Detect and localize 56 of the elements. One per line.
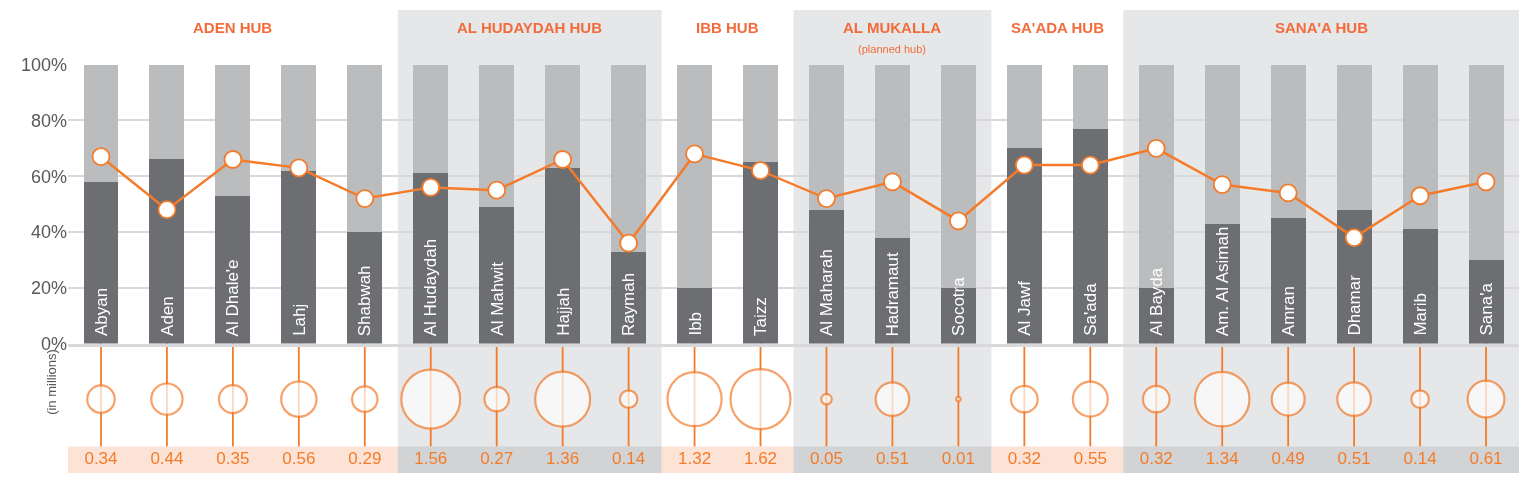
- y-tick-label: 100%: [20, 54, 67, 75]
- band-label: AL MUKALLA (planned hub): [843, 19, 942, 55]
- x-tick-label: Lahj: [289, 303, 309, 336]
- data-label: 1.34: [1205, 448, 1239, 468]
- x-tick-label: Abyan: [91, 287, 111, 336]
- x-tick-label: Am. Al Asimah: [1213, 226, 1233, 337]
- text: SA'ADA HUB: [1011, 19, 1105, 36]
- x-tick-label: Taizz: [751, 297, 771, 337]
- x-tick-label: Al Dhale'e: [223, 259, 243, 337]
- data-label: 0.35: [216, 448, 250, 468]
- data-label: 0.14: [612, 448, 646, 468]
- data-label: 0.01: [941, 448, 975, 468]
- y-tick-label: 40%: [30, 222, 67, 243]
- x-tick-label: Marib: [1410, 293, 1430, 336]
- data-label: 0.51: [875, 448, 909, 468]
- x-tick-label: Al Bayda: [1146, 267, 1166, 336]
- y-tick-label: 20%: [30, 278, 67, 299]
- data-label: 0.14: [1403, 448, 1437, 468]
- x-tick-label: Al Mahwit: [487, 261, 507, 336]
- data-label: 0.55: [1073, 448, 1107, 468]
- text: IBB HUB: [696, 19, 759, 36]
- x-tick-label: Ibb: [685, 311, 705, 336]
- y-tick-label: 80%: [30, 110, 67, 131]
- data-label: 0.44: [150, 448, 184, 468]
- x-tick-label: Amran: [1279, 286, 1299, 337]
- data-label: 0.51: [1337, 448, 1371, 468]
- x-tick-label: Sana'a: [1476, 282, 1496, 336]
- data-label: 1.62: [743, 448, 778, 468]
- x-tick-label: Al Maharah: [816, 249, 836, 336]
- band-label: SANA'A HUB: [1275, 19, 1369, 36]
- data-label: 0.29: [348, 448, 382, 468]
- x-tick-label: Hadramaut: [883, 252, 903, 337]
- data-label: 0.61: [1469, 448, 1503, 468]
- x-tick-label: Aden: [157, 296, 177, 336]
- data-label: 0.32: [1139, 448, 1173, 468]
- data-label: 0.56: [282, 448, 316, 468]
- x-tick-label: Al Hudaydah: [421, 238, 441, 337]
- x-tick-label: Hajjah: [553, 287, 573, 336]
- text: (in millions): [43, 349, 59, 415]
- x-tick-label: Raymah: [619, 272, 639, 337]
- data-label: 1.56: [414, 448, 448, 468]
- data-label: 0.05: [809, 448, 844, 468]
- y-tick-label: 60%: [30, 166, 67, 187]
- x-tick-label: Dhamar: [1344, 274, 1364, 336]
- x-tick-label: Shabwah: [355, 265, 375, 337]
- band-label: AL HUDAYDAH HUB: [457, 19, 603, 36]
- text: ADEN HUB: [193, 19, 273, 36]
- data-label: 1.32: [678, 448, 712, 468]
- x-tick-label: Socotra: [948, 276, 968, 336]
- x-tick-label: Al Jawf: [1014, 280, 1034, 336]
- data-label: 0.27: [480, 448, 514, 468]
- data-label: 0.49: [1271, 448, 1305, 468]
- x-tick-label: Sa'ada: [1080, 282, 1100, 336]
- data-label: 0.34: [84, 448, 118, 468]
- data-label: 1.36: [546, 448, 580, 468]
- data-label: 0.32: [1007, 448, 1041, 468]
